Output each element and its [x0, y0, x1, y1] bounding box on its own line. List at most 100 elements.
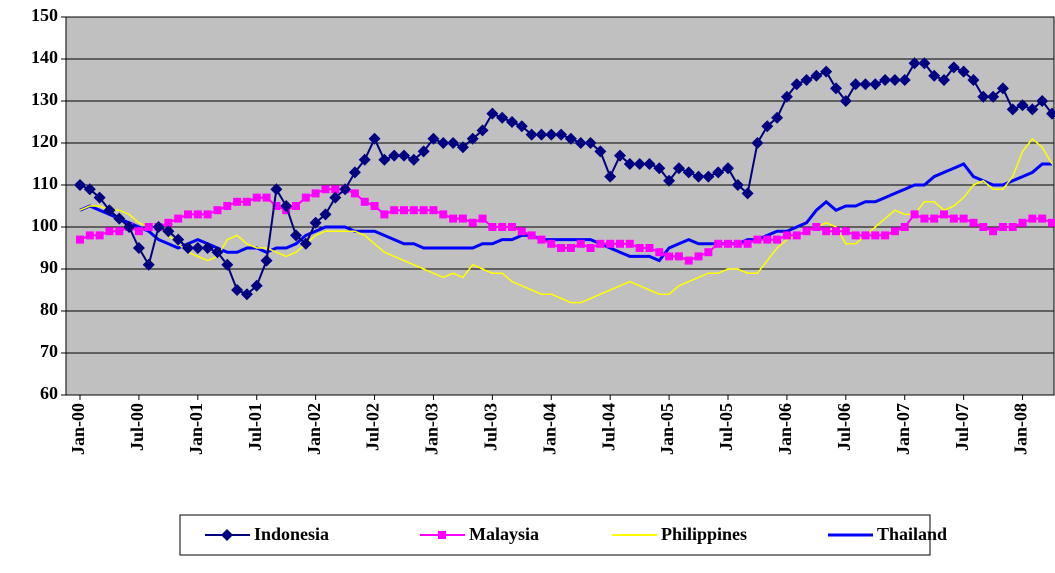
- point: [672, 162, 685, 175]
- point: [881, 231, 890, 240]
- point: [989, 227, 998, 236]
- point: [566, 244, 575, 252]
- point: [940, 210, 948, 219]
- point: [949, 214, 958, 223]
- point: [545, 128, 558, 141]
- series-line: [79, 162, 1052, 263]
- point: [576, 239, 585, 248]
- x-tick-label: Jul-00: [127, 403, 147, 451]
- point: [105, 227, 114, 236]
- point: [76, 235, 84, 244]
- point: [321, 185, 330, 194]
- point: [456, 141, 469, 154]
- point: [839, 95, 852, 107]
- point: [547, 239, 556, 248]
- point: [1038, 214, 1047, 223]
- legend-marker: [438, 531, 446, 539]
- point: [790, 78, 803, 91]
- point: [437, 137, 450, 149]
- point: [633, 158, 646, 170]
- y-tick-label: 70: [40, 341, 58, 361]
- point: [1008, 223, 1017, 231]
- point: [447, 137, 460, 149]
- point: [969, 218, 978, 227]
- plot-area: [65, 16, 1055, 396]
- point: [311, 189, 320, 198]
- point: [851, 231, 860, 240]
- point: [947, 61, 960, 74]
- point: [802, 227, 811, 236]
- point: [645, 244, 654, 252]
- point: [211, 246, 224, 259]
- point: [272, 202, 281, 210]
- point: [1006, 103, 1019, 116]
- x-tick-label: Jul-04: [598, 403, 618, 451]
- y-tick-label: 130: [31, 89, 58, 109]
- point: [339, 183, 352, 196]
- point: [83, 183, 96, 196]
- point: [722, 162, 734, 175]
- point: [959, 214, 968, 223]
- point: [1048, 218, 1055, 227]
- point: [830, 82, 842, 95]
- point: [692, 170, 705, 183]
- point: [702, 170, 715, 183]
- point: [888, 74, 901, 86]
- point: [292, 202, 300, 210]
- x-tick-label: Jul-01: [245, 403, 265, 451]
- point: [731, 179, 744, 191]
- point: [771, 111, 784, 124]
- point: [527, 231, 536, 240]
- point: [694, 252, 703, 261]
- point: [223, 202, 232, 210]
- point: [623, 158, 636, 170]
- point: [967, 74, 980, 86]
- point: [832, 227, 840, 236]
- y-tick-label: 150: [31, 5, 58, 25]
- point: [849, 78, 862, 91]
- point: [616, 239, 624, 248]
- point: [419, 206, 428, 215]
- point: [761, 120, 774, 133]
- point: [506, 116, 518, 128]
- y-tick-label: 110: [32, 173, 58, 193]
- point: [193, 210, 202, 219]
- point: [859, 78, 872, 91]
- point: [841, 227, 850, 236]
- point: [704, 248, 713, 257]
- point: [417, 145, 430, 158]
- point: [635, 244, 644, 252]
- point: [810, 69, 823, 82]
- point: [665, 252, 674, 261]
- point: [466, 132, 479, 145]
- point: [184, 210, 192, 219]
- point: [142, 258, 155, 271]
- point: [682, 166, 695, 179]
- point: [348, 166, 361, 179]
- point: [1026, 103, 1039, 116]
- point: [525, 128, 538, 141]
- point: [861, 231, 870, 240]
- y-tick-label: 80: [40, 299, 58, 319]
- point: [478, 214, 487, 223]
- legend-label: Philippines: [661, 524, 747, 544]
- point: [368, 132, 381, 145]
- point: [930, 214, 939, 223]
- point: [596, 239, 605, 248]
- point: [1018, 218, 1027, 227]
- point: [555, 128, 568, 141]
- x-tick-label: Jul-06: [834, 403, 854, 451]
- point: [714, 239, 723, 248]
- point: [557, 244, 566, 252]
- x-tick-label: Jan-06: [775, 403, 795, 455]
- point: [604, 170, 617, 183]
- point: [535, 128, 548, 141]
- point: [290, 229, 302, 242]
- point: [488, 223, 497, 231]
- point: [979, 223, 988, 231]
- legend-box: [179, 514, 931, 556]
- legend-label: Malaysia: [469, 524, 539, 544]
- point: [240, 288, 253, 301]
- point: [378, 153, 391, 166]
